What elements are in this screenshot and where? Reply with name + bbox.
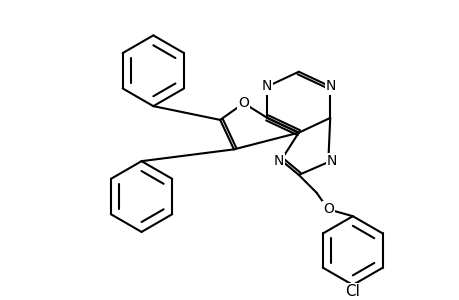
Text: O: O (322, 202, 333, 216)
Text: N: N (274, 154, 284, 168)
Text: N: N (325, 80, 336, 94)
Text: O: O (238, 96, 249, 110)
Text: Cl: Cl (345, 284, 359, 299)
Text: N: N (326, 154, 336, 168)
Text: N: N (261, 80, 271, 94)
